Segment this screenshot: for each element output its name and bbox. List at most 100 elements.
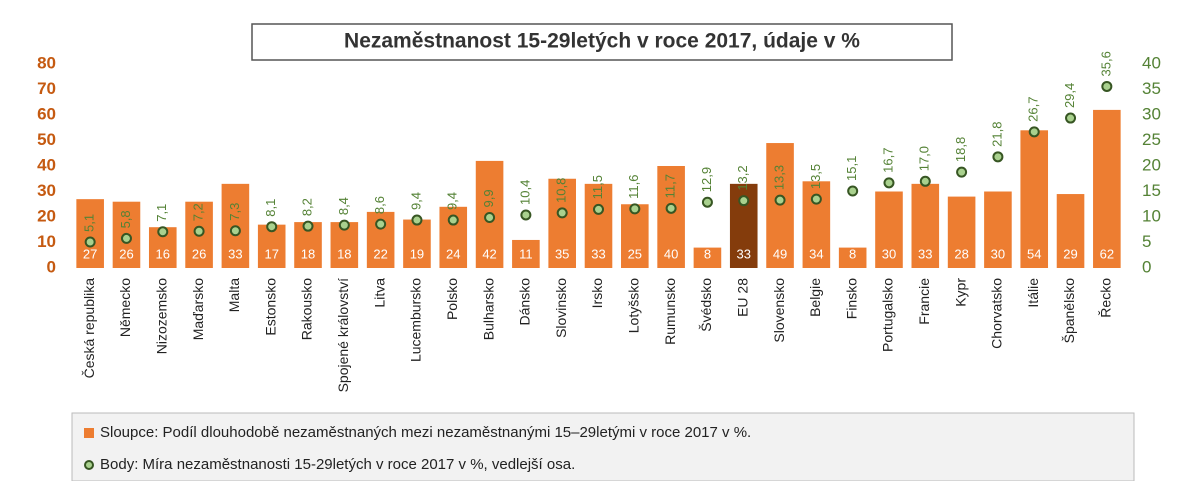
x-tick-label: Bulharsko [480, 278, 496, 340]
point [120, 232, 132, 244]
bar [947, 196, 976, 268]
x-tick-label: Dánsko [517, 278, 533, 326]
bar [984, 191, 1012, 268]
point [847, 185, 859, 197]
point [375, 218, 387, 230]
y2-tick-label: 0 [1142, 257, 1151, 276]
y2-tick-label: 25 [1142, 130, 1161, 149]
x-tick-label: Polsko [444, 278, 460, 320]
bar [1056, 194, 1085, 268]
point [193, 225, 205, 237]
point-value-label: 9,4 [408, 192, 423, 210]
bar-value-label: 42 [482, 246, 496, 261]
title-box [251, 23, 953, 61]
chart-title: Nezaměstnanost 15-29letých v roce 2017, … [344, 30, 860, 53]
bar-value-label: 29 [1063, 246, 1077, 261]
point-value-label: 11,5 [590, 175, 605, 199]
point-value-label: 5,8 [118, 210, 133, 228]
x-tick-label: Malta [226, 278, 242, 312]
x-tick-label: Česká republika [81, 278, 97, 379]
y-tick-label: 80 [37, 53, 56, 72]
point [484, 212, 496, 224]
bar [76, 199, 104, 268]
bar-value-label: 18 [337, 246, 351, 261]
point [520, 209, 532, 221]
point-value-label: 11,7 [663, 174, 678, 198]
point [411, 214, 423, 226]
x-tick-label: Estonsko [262, 278, 278, 336]
point [629, 203, 641, 215]
legend-label: Body: Míra nezaměstnanosti 15-29letých v… [100, 456, 575, 473]
y2-tick-label: 10 [1142, 206, 1161, 225]
point-value-label: 8,6 [372, 196, 387, 214]
bar-value-label: 49 [773, 246, 787, 261]
x-tick-label: Švédsko [698, 278, 714, 332]
point [84, 236, 96, 248]
point-value-label: 12,9 [699, 167, 714, 192]
point [266, 221, 278, 233]
point [738, 195, 750, 207]
point-value-label: 21,8 [989, 122, 1004, 147]
point-value-label: 18,8 [953, 137, 968, 162]
point-value-label: 9,4 [445, 192, 460, 210]
point-value-label: 7,1 [154, 204, 169, 222]
point-value-label: 11,6 [626, 174, 641, 198]
point-value-label: 26,7 [1026, 97, 1041, 122]
bar-value-label: 16 [156, 246, 170, 261]
point [593, 203, 604, 215]
point-value-label: 8,2 [299, 198, 314, 216]
bar-value-label: 25 [628, 246, 642, 261]
point [1028, 126, 1040, 138]
point-value-label: 10,8 [554, 178, 569, 203]
y2-tick-label: 40 [1142, 53, 1161, 72]
x-tick-label: Litva [371, 278, 387, 308]
point [919, 175, 931, 187]
y-tick-label: 40 [37, 155, 56, 174]
point-value-label: 13,5 [808, 164, 823, 189]
x-tick-label: Rumunsko [662, 278, 678, 345]
point-value-label: 13,2 [735, 165, 750, 190]
bar [838, 247, 867, 268]
legend-swatch [84, 460, 94, 470]
point-value-label: 8,4 [336, 197, 351, 215]
x-tick-label: Španělsko [1061, 278, 1077, 344]
y-tick-label: 70 [37, 79, 56, 98]
y-tick-label: 20 [37, 206, 56, 225]
x-tick-label: Slovensko [771, 278, 787, 343]
bar-value-label: 11 [519, 246, 533, 261]
bar-value-label: 62 [1100, 246, 1114, 261]
bar-value-label: 35 [555, 246, 569, 261]
x-tick-label: Belgie [807, 278, 823, 317]
point-value-label: 9,9 [481, 189, 496, 207]
point [665, 202, 677, 214]
x-tick-label: Lotyšsko [626, 278, 642, 333]
point-value-label: 7,2 [191, 203, 206, 221]
bar-value-label: 34 [809, 246, 823, 261]
x-tick-label: Chorvatsko [989, 278, 1005, 349]
point [556, 207, 568, 219]
bar-value-label: 18 [301, 246, 315, 261]
y-tick-label: 30 [37, 181, 56, 200]
x-tick-label: Rakousko [299, 278, 315, 340]
x-tick-label: Itálie [1025, 278, 1041, 308]
point-value-label: 13,3 [771, 165, 786, 190]
bar [1020, 130, 1049, 268]
bar-value-label: 33 [918, 246, 932, 261]
point-value-label: 8,1 [263, 199, 278, 217]
point [992, 151, 1004, 163]
bar-value-label: 8 [704, 246, 711, 261]
x-tick-label: EU 28 [734, 278, 750, 317]
y-tick-label: 10 [37, 232, 56, 251]
point [774, 194, 786, 206]
point-value-label: 10,4 [517, 180, 532, 205]
bar-value-label: 27 [83, 246, 97, 261]
bar [584, 183, 613, 268]
bar-value-label: 30 [882, 246, 896, 261]
bar-value-label: 33 [737, 246, 751, 261]
point [1101, 80, 1113, 92]
point [701, 196, 713, 208]
point-value-label: 7,3 [227, 203, 242, 221]
bar [403, 219, 431, 268]
bar [512, 239, 540, 268]
x-tick-label: Lucembursko [408, 278, 424, 362]
